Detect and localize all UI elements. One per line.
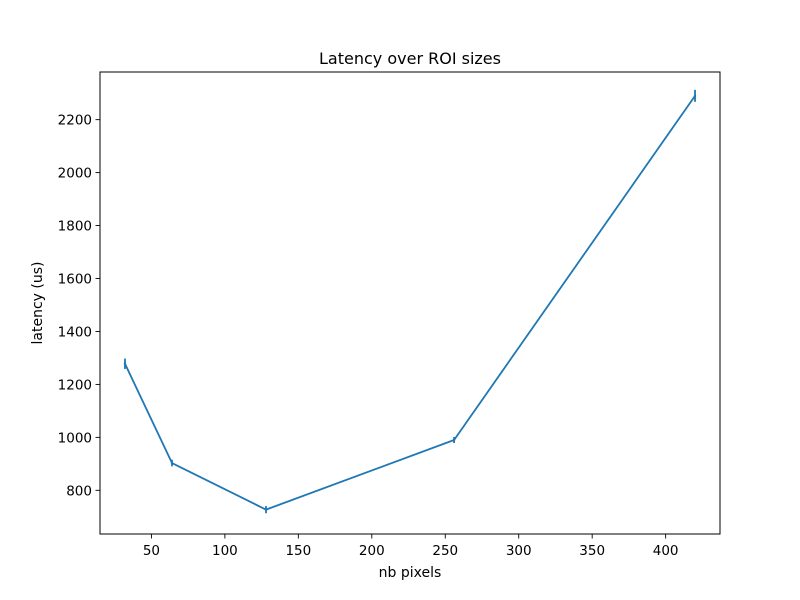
plot-frame — [99, 71, 721, 535]
x-tick-label: 200 — [359, 543, 385, 559]
x-axis-label: nb pixels — [379, 565, 442, 581]
x-tick-label: 300 — [506, 543, 532, 559]
y-tick-label: 1200 — [58, 377, 92, 393]
y-tick-label: 2200 — [58, 113, 92, 129]
data-point — [264, 508, 268, 511]
y-tick-label: 1000 — [58, 430, 92, 446]
data-point — [170, 461, 174, 465]
x-tick-label: 250 — [432, 543, 458, 559]
y-tick-label: 1400 — [58, 324, 92, 340]
x-tick-label: 150 — [285, 543, 311, 559]
y-tick-label: 2000 — [58, 166, 92, 182]
x-tick-label: 100 — [212, 543, 238, 559]
plot-area: 50 100 150 200 250 300 350 400 800 1000 1200 1400 16… — [58, 71, 721, 559]
data-point — [693, 94, 697, 98]
y-tick-label: 800 — [66, 483, 92, 499]
data-point — [123, 362, 127, 365]
y-tick-label: 1800 — [58, 219, 92, 235]
x-tick-label: 400 — [653, 543, 679, 559]
x-tick-label: 50 — [143, 543, 160, 559]
x-tick-label: 350 — [579, 543, 605, 559]
chart-title: Latency over ROI sizes — [319, 49, 501, 68]
data-point — [452, 438, 456, 442]
y-axis-label: latency (us) — [30, 262, 46, 345]
y-tick-label: 1600 — [58, 272, 92, 288]
